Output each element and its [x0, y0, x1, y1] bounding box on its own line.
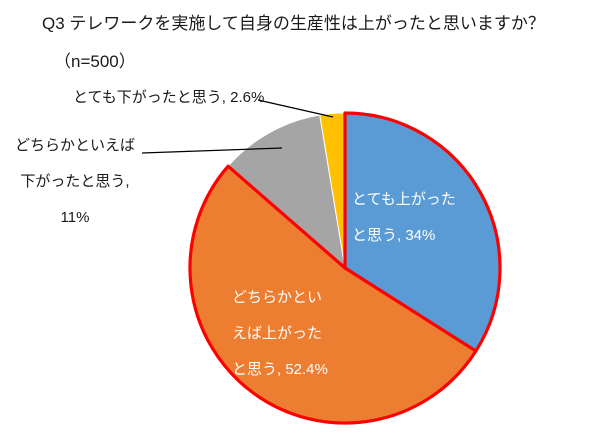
chart-subtitle-n: （n=500）: [54, 52, 136, 71]
slice-label-somewhat-up: どちらかといえば上がったと思う, 52.4%: [232, 289, 328, 378]
pie-slice-2: [227, 114, 346, 269]
slice-label-very-down: とても下がったと思う, 2.6%: [73, 89, 265, 106]
leader-line-somewhat-down: [141, 147, 283, 154]
slice-label-somewhat-down: どちらかといえば下がったと思う, 11%: [14, 137, 135, 226]
pie-slices-group: [188, 111, 502, 425]
pie-slice-1: [188, 164, 478, 425]
chart-title: Q3 テレワークを実施して自身の生産性は上がったと思いますか？: [42, 14, 545, 33]
leader-line-very-down: [257, 99, 334, 118]
slice-label-very-up: とても上がったと思う, 34%: [352, 191, 456, 244]
